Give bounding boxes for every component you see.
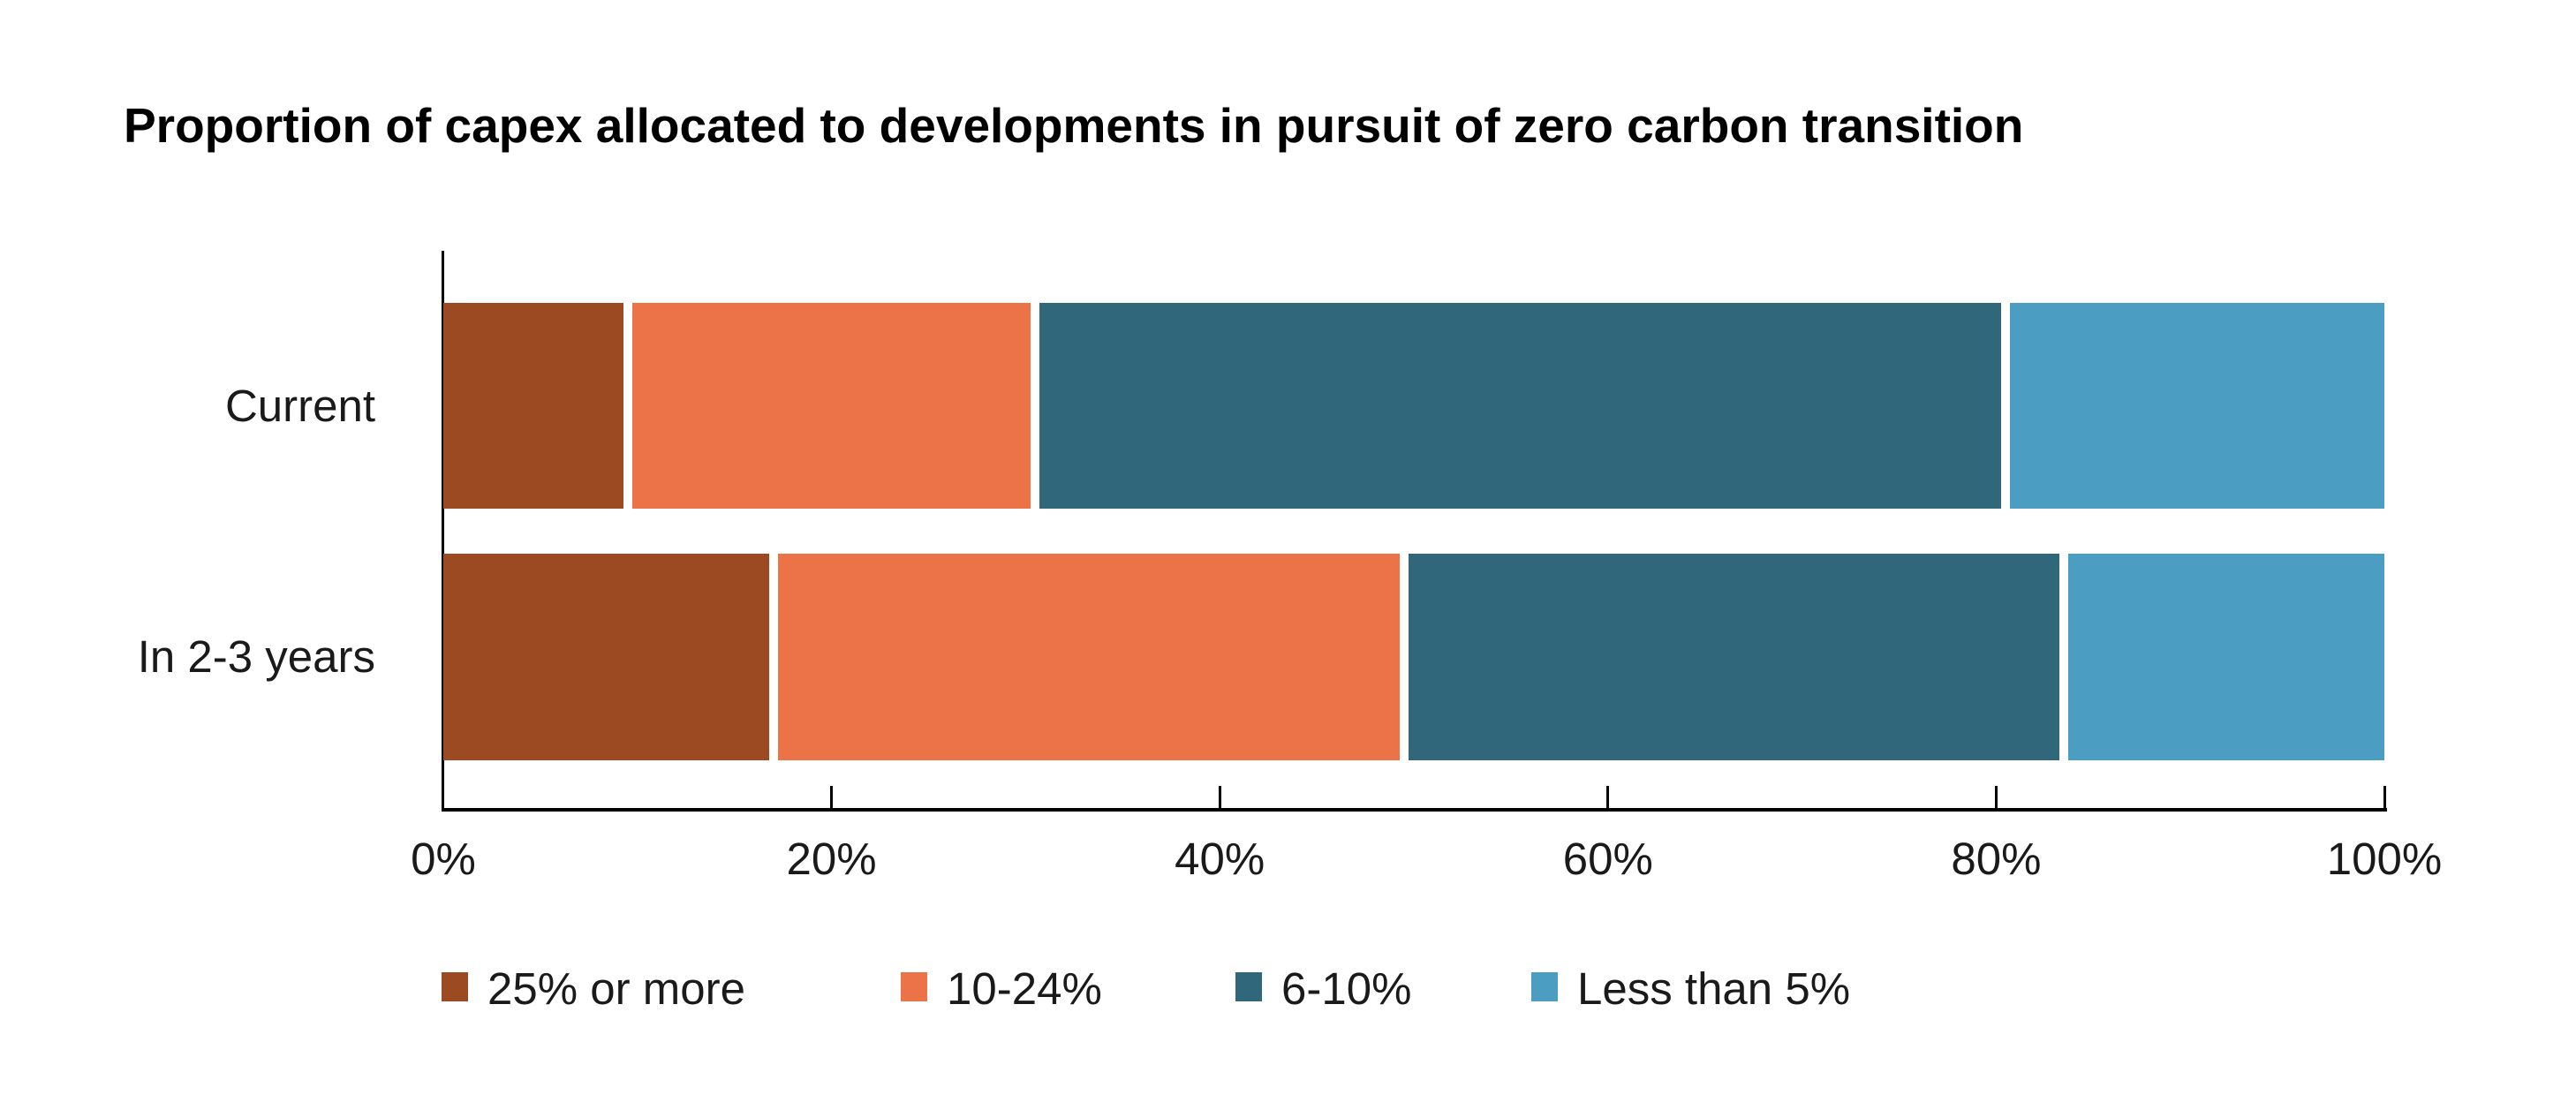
category-label: Current [224,380,375,431]
x-axis-line [442,808,2387,812]
x-tick [1218,786,1221,808]
x-tick [2383,786,2386,808]
legend-swatch [442,972,468,1001]
x-tick-label: 0% [411,834,476,884]
y-axis-line [442,251,444,812]
legend-label: 10-24% [947,963,1102,1014]
category-label: In 2-3 years [137,631,375,682]
bar-segment [631,303,1031,509]
x-tick-label: 40% [1175,834,1265,884]
legend-label: 6-10% [1281,963,1412,1014]
x-tick [1606,786,1610,808]
legend-swatch [901,972,927,1001]
bar-row [443,554,2384,760]
x-tick-label: 80% [1951,834,2042,884]
chart-title: Proportion of capex allocated to develop… [124,98,2024,153]
legend-swatch [1235,972,1262,1001]
x-tick-label: 60% [1562,834,1653,884]
bar-row [443,303,2384,509]
legend-label: Less than 5% [1577,963,1851,1014]
bar-segment [2068,554,2384,760]
x-tick [1994,786,1998,808]
bar-segment [777,554,1400,760]
bar-segment [1039,303,2002,509]
x-tick-label: 20% [786,834,877,884]
bar-segment [443,303,623,509]
bar-segment [1409,554,2060,760]
bar-segment [443,554,769,760]
x-tick [830,786,834,808]
bar-segment [2010,303,2384,509]
legend-swatch [1531,972,1558,1001]
x-tick-label: 100% [2326,834,2443,884]
legend-label: 25% or more [487,963,745,1014]
